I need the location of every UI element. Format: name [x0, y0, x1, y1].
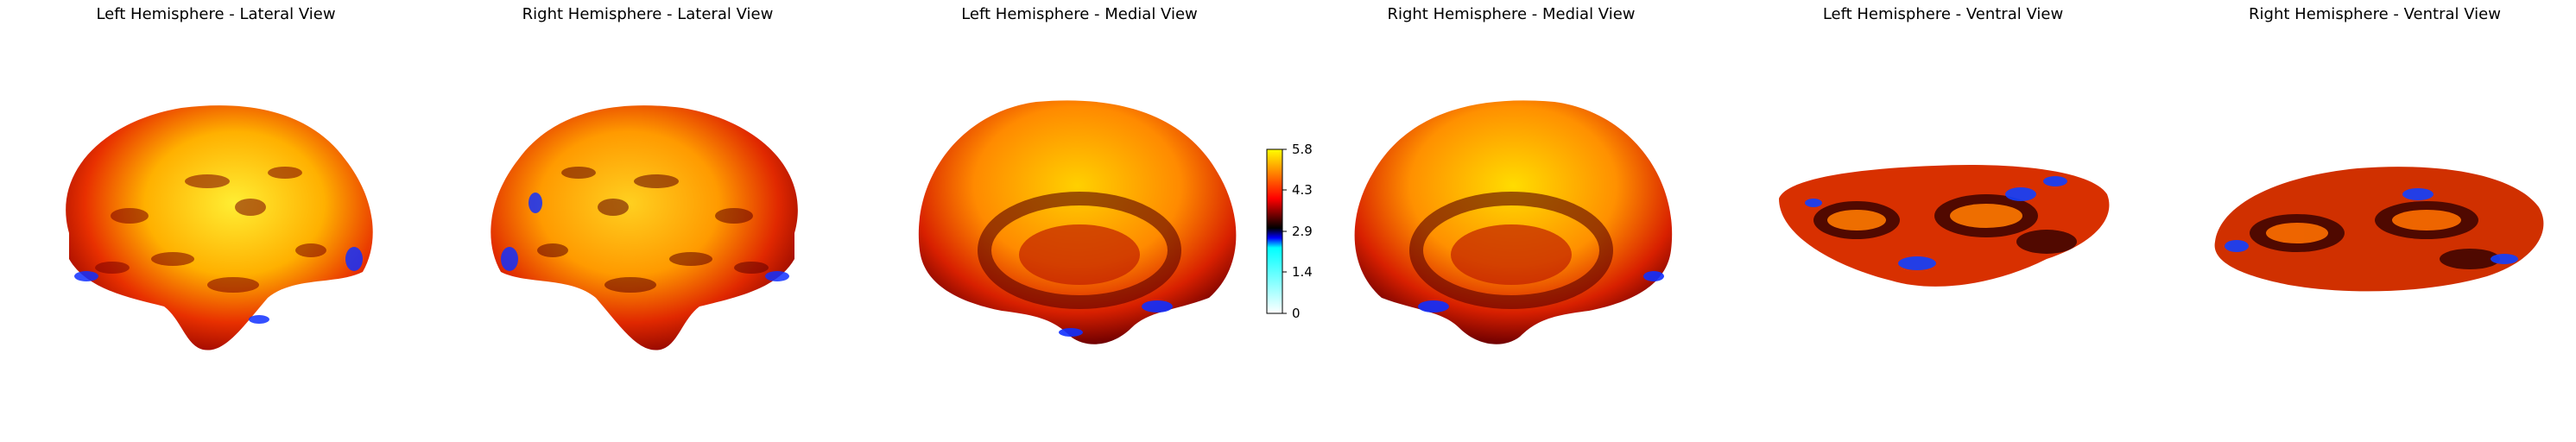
panel-left-ventral: Left Hemisphere - Ventral View: [1762, 0, 2124, 442]
brain-surface-right-lateral: [491, 105, 798, 350]
colorbar-tick: 5.8: [1292, 142, 1313, 157]
panel-title: Right Hemisphere - Medial View: [1387, 5, 1636, 23]
panel-right-ventral: Right Hemisphere - Ventral View: [2193, 0, 2556, 442]
panel-title: Left Hemisphere - Ventral View: [1822, 5, 2064, 23]
panel-right-medial: Right Hemisphere - Medial View: [1330, 0, 1693, 442]
panel-left-medial: Left Hemisphere - Medial View: [898, 0, 1261, 442]
panel-title: Left Hemisphere - Lateral View: [96, 5, 336, 23]
colorbar-gradient: [1266, 148, 1287, 314]
panel-title: Left Hemisphere - Medial View: [961, 5, 1198, 23]
brain-surface-left-lateral: [66, 105, 373, 350]
panel-title: Right Hemisphere - Lateral View: [522, 5, 774, 23]
panel-title: Right Hemisphere - Ventral View: [2249, 5, 2501, 23]
colorbar-tick: 2.9: [1292, 224, 1313, 239]
brain-surface-left-ventral: [1779, 164, 2110, 287]
colorbar-tick: 1.4: [1292, 264, 1313, 280]
panel-left-lateral: Left Hemisphere - Lateral View: [35, 0, 397, 442]
brain-surface-left-medial: [918, 100, 1237, 344]
brain-surface-right-medial: [1354, 100, 1673, 344]
colorbar-tick: 0: [1292, 306, 1301, 321]
colorbar-tick: 4.3: [1292, 182, 1313, 198]
panel-right-lateral: Right Hemisphere - Lateral View: [466, 0, 829, 442]
brain-surface-right-ventral: [2214, 167, 2544, 292]
